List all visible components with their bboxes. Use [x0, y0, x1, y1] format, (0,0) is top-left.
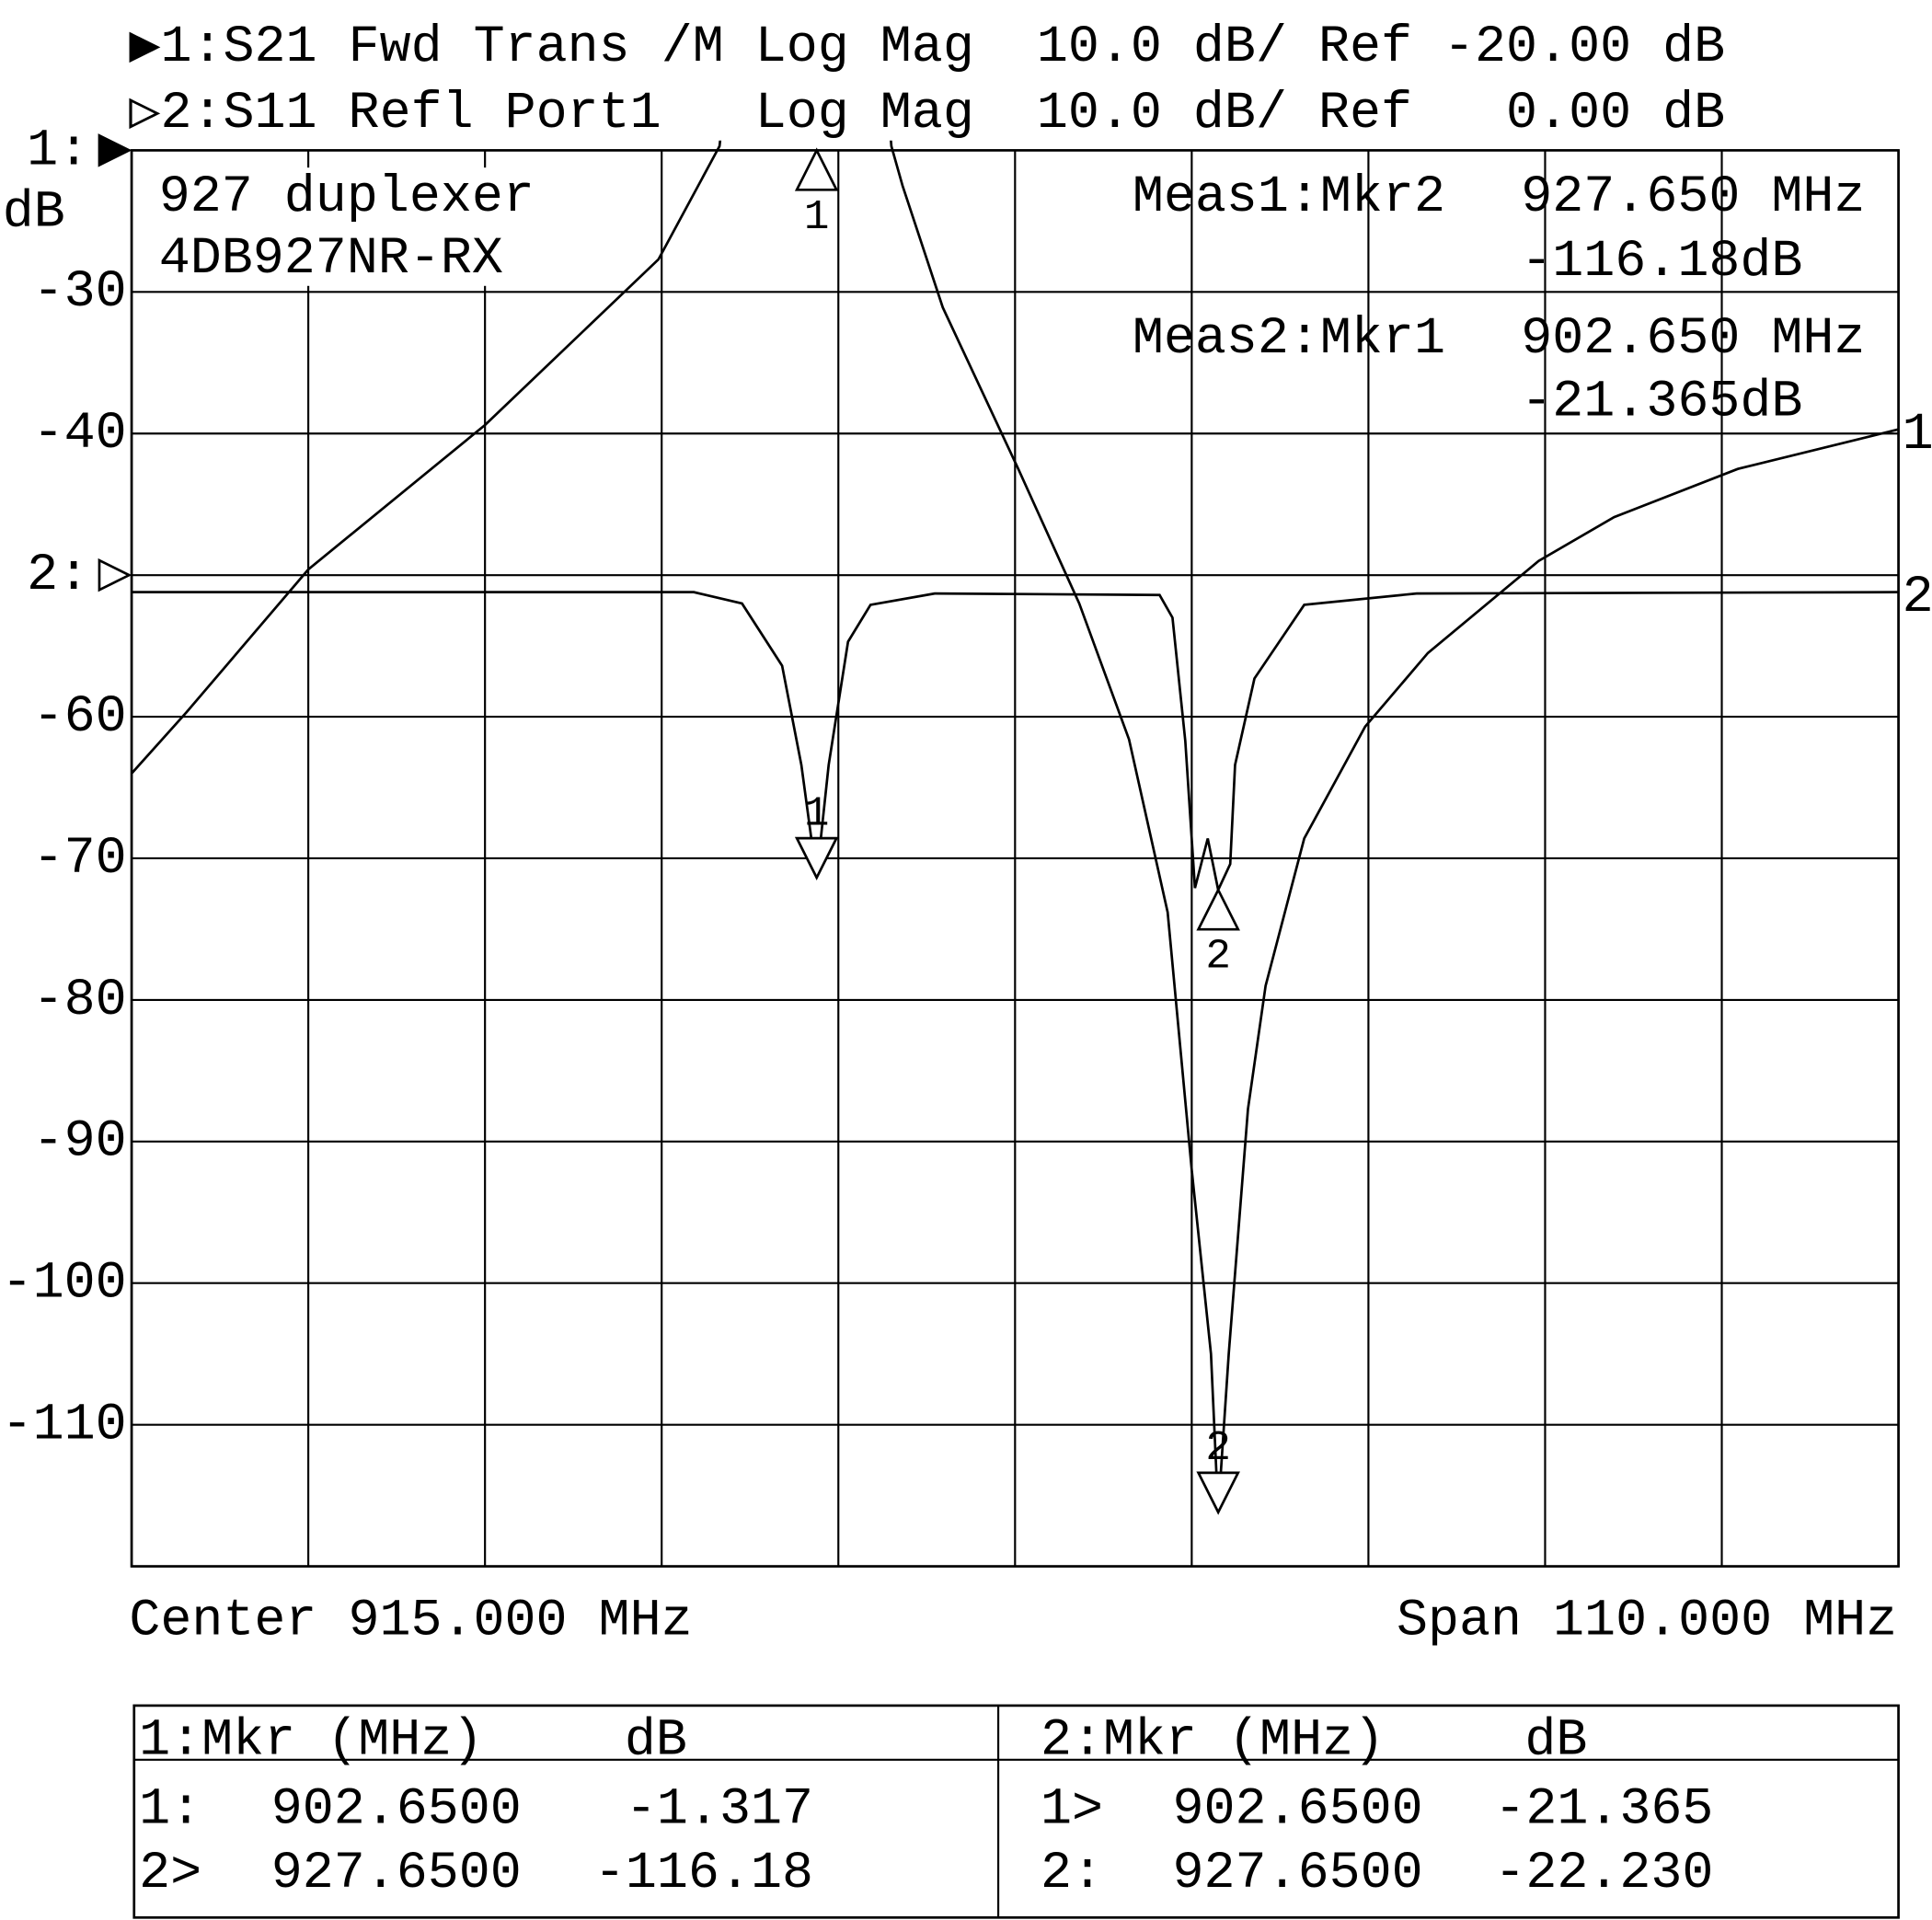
marker-label: 1 — [804, 193, 830, 241]
marker-value: -21.365 — [1494, 1779, 1713, 1838]
table-header: dB — [625, 1710, 687, 1769]
traces — [132, 140, 1899, 1512]
marker-freq: 902.6500 — [1173, 1779, 1423, 1838]
y-tick-label: 2: — [27, 546, 89, 604]
annotation-bg — [146, 167, 545, 286]
marker-id: 2: — [1041, 1844, 1103, 1903]
marker-freq: 927.6500 — [271, 1844, 522, 1903]
trace-header: ▶1:S21 Fwd Trans /M Log Mag 10.0 dB/ Ref… — [129, 17, 1725, 76]
marker — [794, 836, 839, 880]
marker — [794, 147, 839, 191]
annotation: 927 duplexer — [159, 167, 535, 226]
marker-value: -116.18 — [594, 1844, 813, 1903]
measurement-value: -116.18dB — [1521, 232, 1802, 291]
trace-end-label: 2 — [1903, 568, 1932, 627]
y-tick-label: -90 — [33, 1112, 127, 1171]
marker-value: -1.317 — [626, 1779, 813, 1838]
annotation: 4DB927NR-RX — [159, 229, 503, 288]
trace — [132, 591, 1899, 894]
trace-header: ▷2:S11 Refl Port1 Log Mag 10.0 dB/ Ref 0… — [129, 84, 1725, 143]
y-axis-label: dB — [3, 182, 65, 241]
marker-freq: 927.6500 — [1173, 1844, 1423, 1903]
measurement-freq: 927.650 MHz — [1521, 167, 1865, 226]
marker-id: 1> — [1041, 1779, 1103, 1838]
y-tick-label: -40 — [33, 404, 127, 463]
marker-label: 2 — [1205, 933, 1231, 981]
measurement-freq: 902.650 MHz — [1521, 309, 1865, 368]
marker-label: 1 — [804, 790, 830, 838]
table-header: 1:Mkr (MHz) — [139, 1710, 483, 1769]
trace — [132, 140, 1899, 1512]
marker-id: 2> — [139, 1844, 201, 1903]
measurement-value: -21.365dB — [1521, 373, 1802, 431]
y-tick-label: -100 — [2, 1254, 127, 1313]
y-tick-label: -110 — [2, 1396, 127, 1454]
center-label: Center 915.000 MHz — [129, 1592, 692, 1650]
y-tick-label: -70 — [33, 829, 127, 888]
y-tick-label: 1: — [27, 121, 89, 179]
plot-frame — [130, 149, 1900, 1568]
marker-freq: 902.6500 — [271, 1779, 522, 1838]
measurement-label: Meas1:Mkr2 — [1133, 167, 1445, 226]
y-tick-label: -80 — [33, 971, 127, 1029]
table-header: 2:Mkr (MHz) — [1041, 1710, 1385, 1769]
trace-end-label: 1 — [1903, 405, 1932, 464]
marker — [1196, 887, 1240, 931]
span-label: Span 110.000 MHz — [1397, 1592, 1897, 1650]
reference-marker — [98, 133, 132, 167]
measurement-label: Meas2:Mkr1 — [1133, 309, 1445, 368]
marker — [1196, 1471, 1240, 1515]
table-header: dB — [1524, 1710, 1587, 1769]
marker-value: -22.230 — [1494, 1844, 1713, 1903]
marker-label: 2 — [1205, 1424, 1231, 1472]
y-tick-label: -30 — [33, 262, 127, 321]
marker-table — [132, 1704, 1900, 1919]
reference-marker — [98, 558, 132, 592]
y-tick-label: -60 — [33, 687, 127, 746]
marker-id: 1: — [139, 1779, 201, 1838]
marker-table-text: 1:Mkr (MHz) dB 1: 902.6500 -1.317 2> 927.6500 -… — [139, 1710, 1713, 1902]
